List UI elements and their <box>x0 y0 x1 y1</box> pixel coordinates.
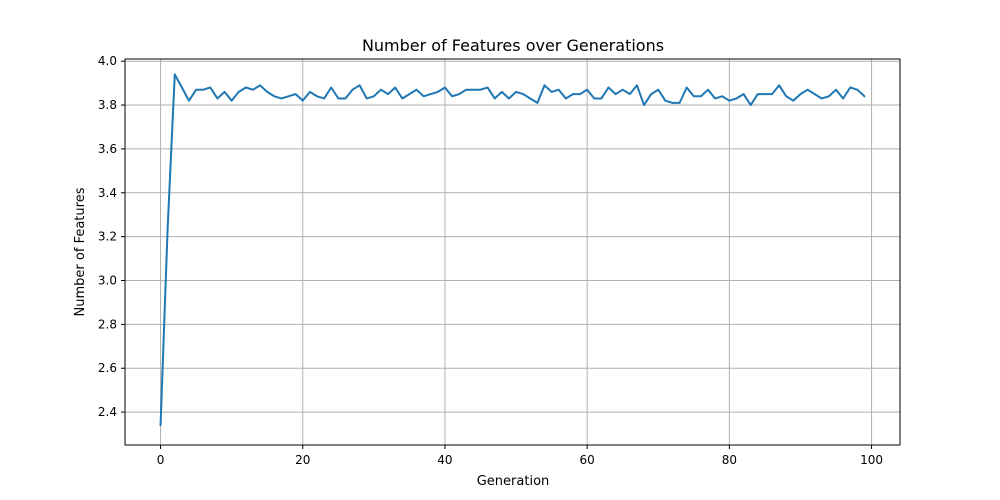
y-tick-label: 3.0 <box>98 274 117 288</box>
x-tick-label: 80 <box>722 453 737 467</box>
y-axis-label: Number of Features <box>73 187 88 316</box>
series-lines <box>159 73 866 427</box>
x-tick-label: 60 <box>580 453 595 467</box>
y-tick-label: 2.6 <box>98 361 117 375</box>
x-tick-label: 20 <box>295 453 310 467</box>
series-line <box>159 73 866 427</box>
y-tick-label: 3.2 <box>98 230 117 244</box>
y-axis-ticks: 2.4 2.6 2.8 3.0 3.2 3.4 3.6 3.8 4.0 <box>98 54 125 419</box>
x-tick-label: 100 <box>860 453 883 467</box>
y-tick-label: 3.4 <box>98 186 117 200</box>
y-tick-label: 2.4 <box>98 405 117 419</box>
x-tick-label: 0 <box>157 453 165 467</box>
chart-title: Number of Features over Generations <box>362 36 664 55</box>
plot-area-frame <box>124 58 901 446</box>
x-axis-ticks: 0 20 40 60 80 100 <box>157 445 883 467</box>
y-tick-label: 2.8 <box>98 317 117 331</box>
grid-lines <box>125 59 900 445</box>
y-tick-label: 3.6 <box>98 142 117 156</box>
y-tick-label: 4.0 <box>98 54 117 68</box>
x-tick-label: 40 <box>437 453 452 467</box>
y-tick-label: 3.8 <box>98 98 117 112</box>
x-axis-label: Generation <box>477 474 550 489</box>
